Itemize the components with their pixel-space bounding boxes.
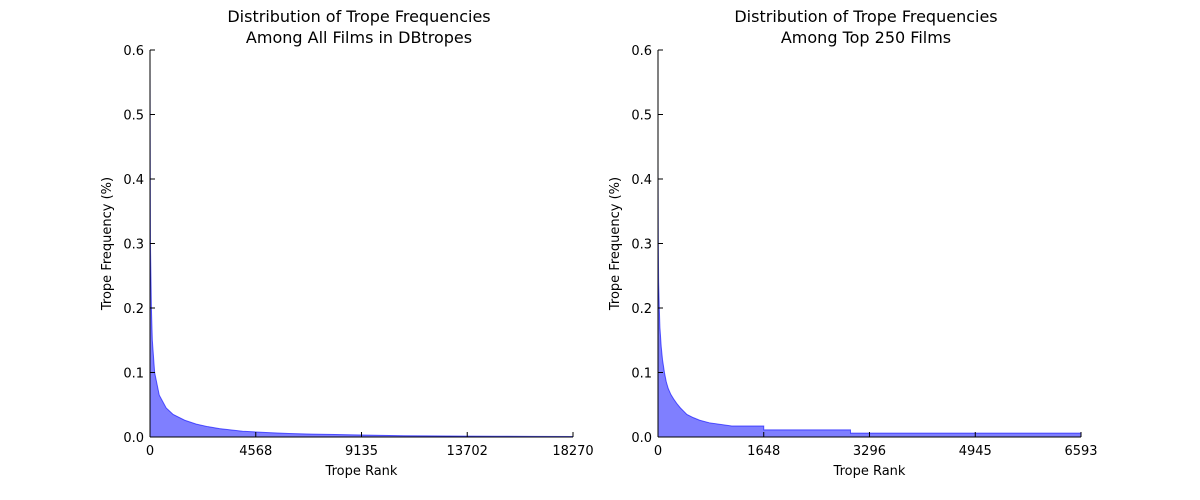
- chart-all-films: Distribution of Trope Frequencies Among …: [100, 7, 594, 479]
- frequency-line: [149, 62, 574, 437]
- y-axis-label: Trope Frequency (%): [100, 177, 115, 311]
- x-tick-label: 18270: [552, 444, 593, 459]
- x-tick-label: 4568: [239, 444, 272, 459]
- y-tick-label: 0.3: [631, 238, 652, 253]
- y-ticks: 0.0 0.1 0.2 0.3 0.4 0.5 0.6: [631, 44, 663, 446]
- y-tick-label: 0.3: [123, 238, 144, 253]
- y-tick-label: 0.2: [123, 302, 144, 317]
- y-tick-label: 0.4: [631, 173, 652, 188]
- frequency-area: [658, 166, 1081, 437]
- chart-title-line2: Among Top 250 Films: [781, 28, 951, 47]
- chart-title-line1: Distribution of Trope Frequencies: [227, 7, 490, 26]
- x-ticks: 0 1648 3296 4945 6593: [654, 432, 1098, 459]
- x-tick-label: 0: [146, 444, 154, 459]
- x-tick-label: 1648: [747, 444, 780, 459]
- x-tick-label: 13702: [447, 444, 488, 459]
- x-axis-label: Trope Rank: [325, 464, 398, 479]
- y-tick-label: 0.0: [631, 431, 652, 446]
- y-tick-label: 0.1: [631, 367, 652, 382]
- y-ticks: 0.0 0.1 0.2 0.3 0.4 0.5 0.6: [123, 44, 155, 446]
- y-tick-label: 0.4: [123, 173, 144, 188]
- y-tick-label: 0.0: [123, 431, 144, 446]
- y-tick-label: 0.5: [123, 109, 144, 124]
- chart-top-250-films: Distribution of Trope Frequencies Among …: [608, 7, 1098, 479]
- x-tick-label: 0: [654, 444, 662, 459]
- frequency-line: [657, 166, 1081, 434]
- chart-title-line2: Among All Films in DBtropes: [246, 28, 472, 47]
- y-tick-label: 0.1: [123, 367, 144, 382]
- x-axis-label: Trope Rank: [833, 464, 906, 479]
- frequency-area: [150, 62, 573, 438]
- chart-title-line1: Distribution of Trope Frequencies: [734, 7, 997, 26]
- y-tick-label: 0.5: [631, 109, 652, 124]
- y-tick-label: 0.6: [123, 44, 144, 59]
- y-tick-label: 0.6: [631, 44, 652, 59]
- x-tick-label: 6593: [1064, 444, 1097, 459]
- y-axis-label: Trope Frequency (%): [608, 177, 623, 311]
- x-ticks: 0 4568 9135 13702 18270: [146, 432, 594, 459]
- y-tick-label: 0.2: [631, 302, 652, 317]
- x-tick-label: 3296: [853, 444, 886, 459]
- x-tick-label: 4945: [959, 444, 992, 459]
- x-tick-label: 9135: [345, 444, 378, 459]
